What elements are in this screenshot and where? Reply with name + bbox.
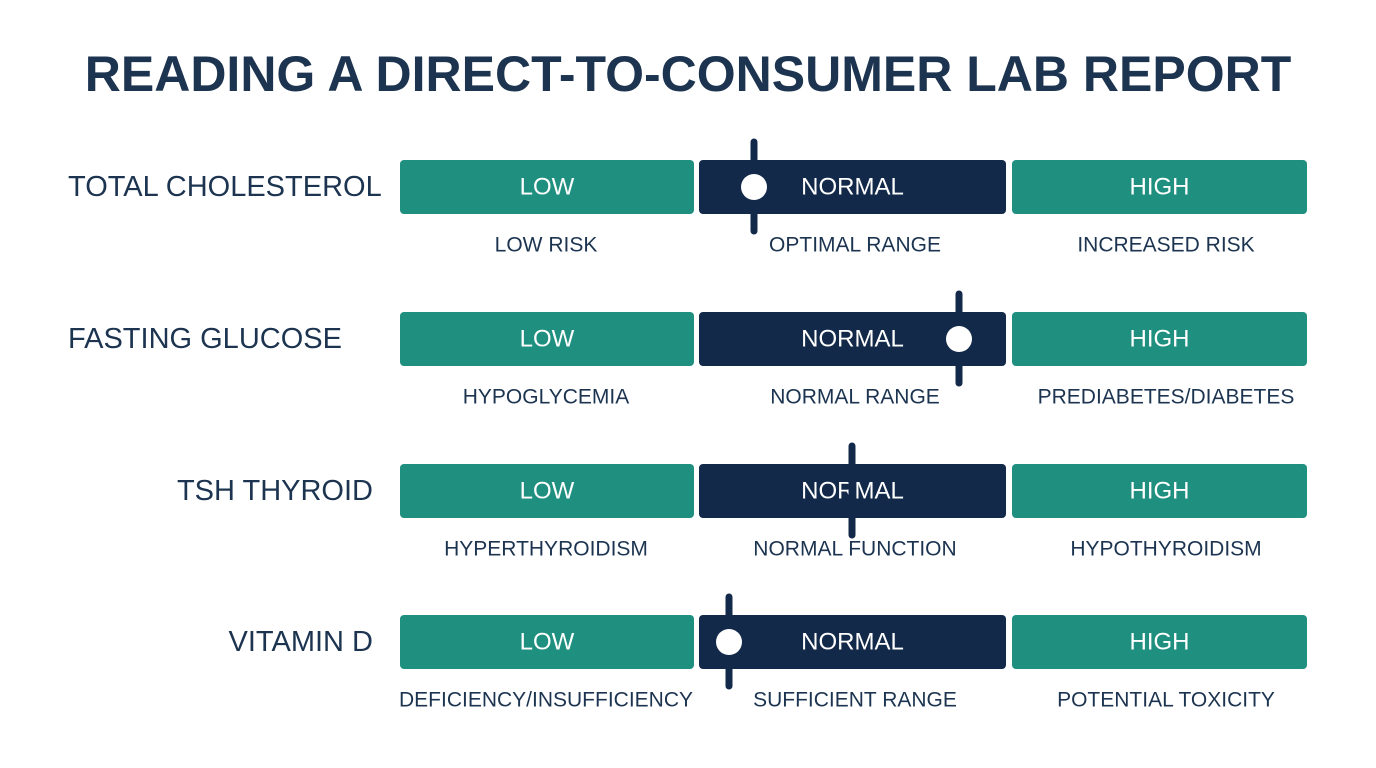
segment-label: HIGH — [1130, 174, 1190, 201]
row-label: FASTING GLUCOSE — [68, 323, 342, 355]
range-segment — [400, 160, 694, 214]
range-segment — [699, 160, 1006, 214]
title: READING A DIRECT-TO-CONSUMER LAB REPORT — [85, 46, 1292, 102]
row-label: VITAMIN D — [229, 626, 373, 658]
range-description: NORMAL RANGE — [770, 386, 940, 409]
range-segment — [1012, 160, 1307, 214]
result-dot — [716, 629, 742, 655]
range-segment — [400, 464, 694, 518]
range-segment — [699, 615, 1006, 669]
segment-label: LOW — [520, 629, 575, 656]
range-description: HYPOTHYROIDISM — [1070, 538, 1261, 561]
range-description: NORMAL FUNCTION — [753, 538, 956, 561]
segment-label: LOW — [520, 478, 575, 505]
range-segment — [1012, 312, 1307, 366]
range-description: HYPOGLYCEMIA — [463, 386, 629, 409]
range-description: DEFICIENCY/INSUFFICIENCY — [399, 689, 693, 712]
range-segment — [1012, 615, 1307, 669]
range-description: POTENTIAL TOXICITY — [1057, 689, 1275, 712]
segment-label: LOW — [520, 326, 575, 353]
segment-label: NORMAL — [801, 629, 904, 656]
range-description: PREDIABETES/DIABETES — [1038, 386, 1295, 409]
row-label: TSH THYROID — [177, 475, 373, 507]
segment-label: NORMAL — [801, 326, 904, 353]
range-segment — [400, 312, 694, 366]
range-description: OPTIMAL RANGE — [769, 234, 941, 257]
row-label: TOTAL CHOLESTEROL — [68, 171, 382, 203]
range-description: INCREASED RISK — [1077, 234, 1254, 257]
segment-label: LOW — [520, 174, 575, 201]
segment-label: HIGH — [1130, 478, 1190, 505]
range-segment — [400, 615, 694, 669]
range-description: SUFFICIENT RANGE — [753, 689, 957, 712]
range-segment — [699, 312, 1006, 366]
segment-label: HIGH — [1130, 326, 1190, 353]
range-segment — [1012, 464, 1307, 518]
segment-label: NORMAL — [801, 174, 904, 201]
result-dot — [946, 326, 972, 352]
segment-label: HIGH — [1130, 629, 1190, 656]
result-dot — [741, 174, 767, 200]
range-description: LOW RISK — [495, 234, 598, 257]
range-description: HYPERTHYROIDISM — [444, 538, 648, 561]
